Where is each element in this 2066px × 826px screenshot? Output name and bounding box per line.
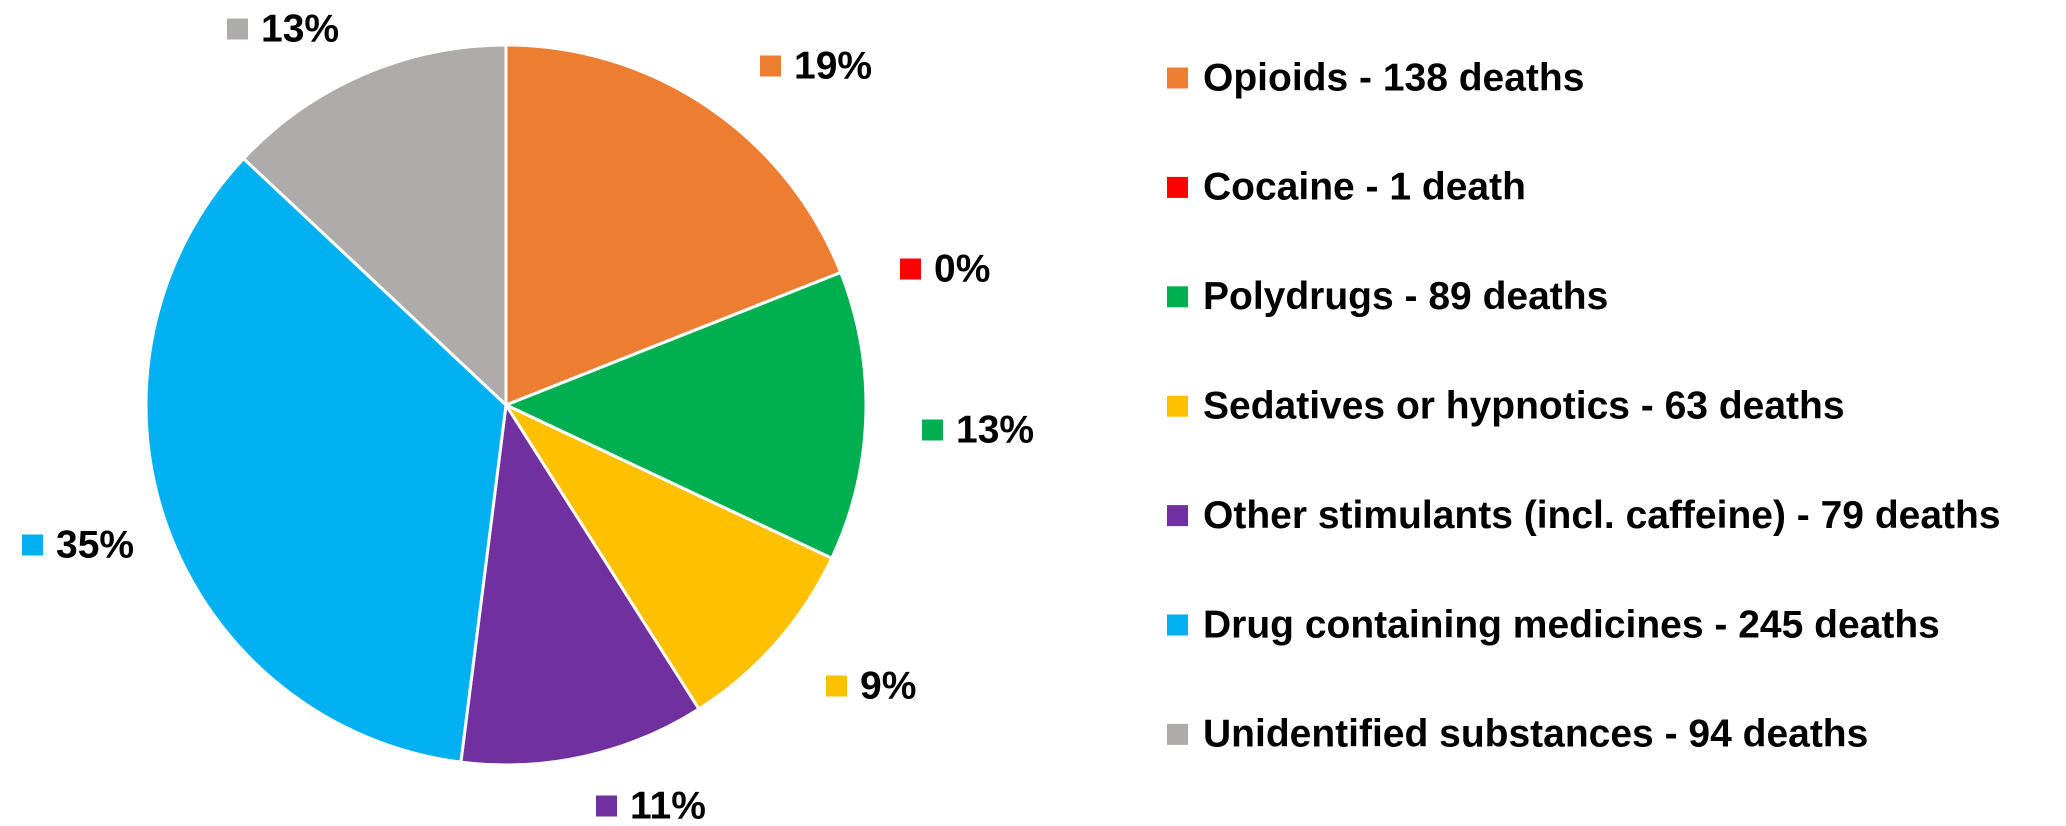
- pie-slice: [144, 156, 508, 764]
- legend-swatch: [1167, 67, 1188, 89]
- pie-slice: [502, 270, 868, 561]
- data-label: 19%: [794, 44, 872, 87]
- legend-label: Drug containing medicines - 245 deaths: [1203, 603, 1940, 646]
- data-label: 0%: [934, 247, 990, 290]
- data-label: 13%: [956, 408, 1034, 451]
- data-label-swatch: [900, 258, 921, 280]
- legend-label: Opioids - 138 deaths: [1203, 56, 1584, 99]
- legend-swatch: [1167, 614, 1188, 636]
- pie-slice: [501, 401, 834, 712]
- legend-swatch: [1167, 286, 1188, 308]
- data-label: 9%: [860, 664, 916, 707]
- legend-swatch: [1167, 505, 1188, 527]
- pie-slice: [504, 43, 843, 408]
- data-label-swatch: [596, 795, 617, 817]
- data-label: 11%: [630, 784, 706, 826]
- data-label: 13%: [261, 7, 339, 50]
- legend-label: Polydrugs - 89 deaths: [1203, 275, 1608, 318]
- legend-swatch: [1167, 395, 1188, 417]
- data-label-swatch: [22, 534, 43, 556]
- legend-label: Unidentified substances - 94 deaths: [1203, 713, 1868, 756]
- data-label-swatch: [922, 419, 943, 441]
- data-label-swatch: [227, 18, 248, 40]
- pie-slice: [241, 43, 508, 409]
- legend-label: Sedatives or hypnotics - 63 deaths: [1203, 384, 1845, 427]
- legend-label: Other stimulants (incl. caffeine) - 79 d…: [1203, 494, 2001, 537]
- data-label-swatch: [760, 55, 781, 77]
- pie-slice: [459, 400, 701, 767]
- legend-label: Cocaine - 1 death: [1203, 166, 1526, 209]
- data-label: 35%: [56, 523, 134, 566]
- data-label-swatch: [826, 675, 847, 697]
- legend-swatch: [1167, 176, 1188, 198]
- legend-swatch: [1167, 723, 1188, 745]
